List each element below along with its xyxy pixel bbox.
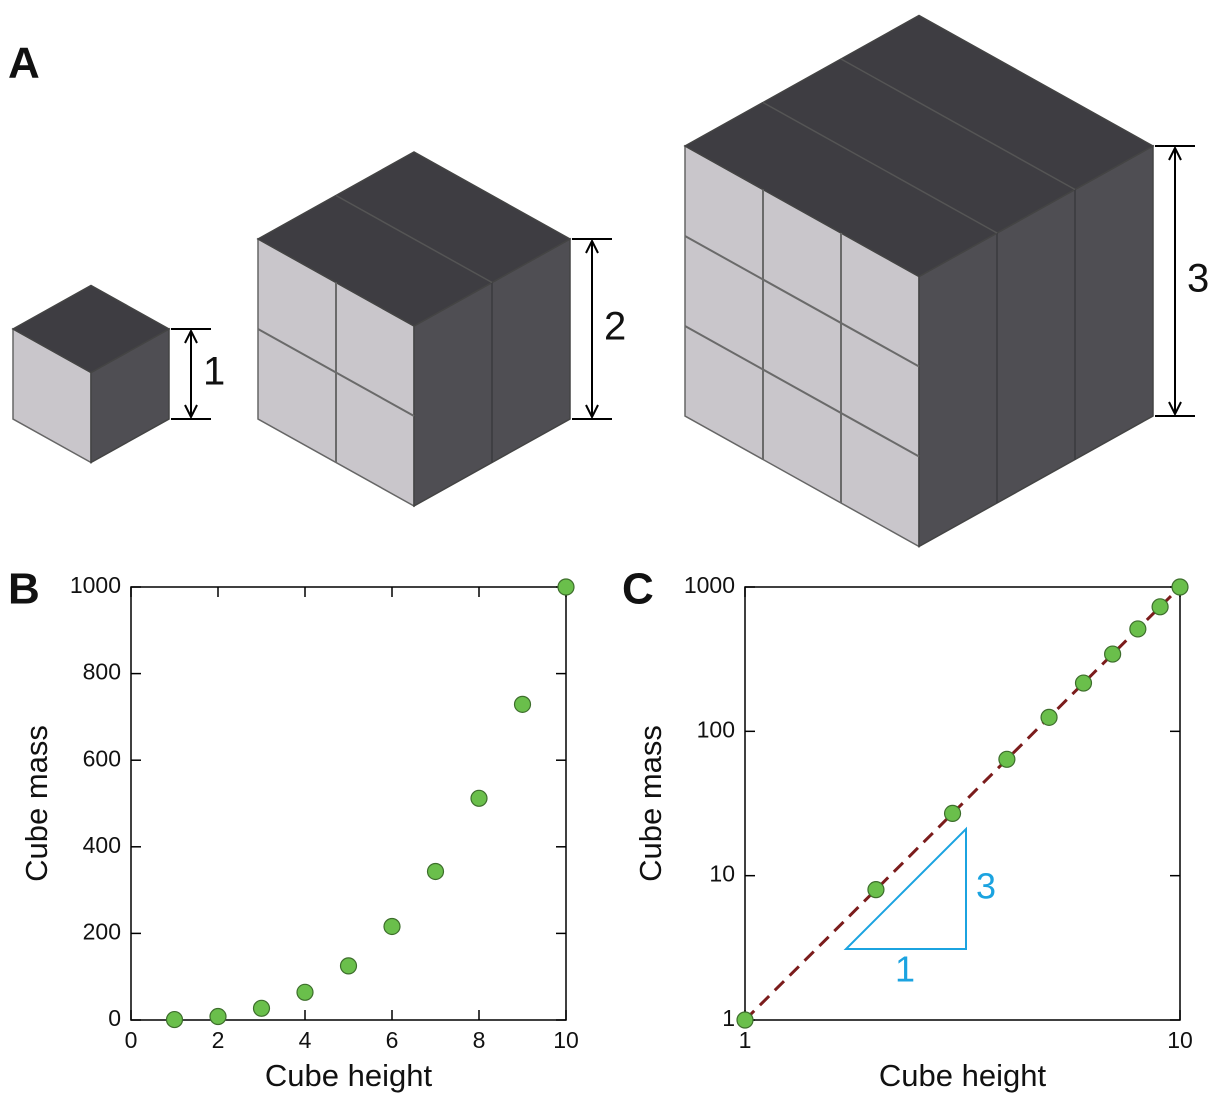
dim-label: 2	[604, 305, 626, 349]
y-tick-label: 200	[83, 918, 121, 944]
dim-label: 1	[203, 350, 225, 394]
cube	[685, 16, 1153, 547]
data-point	[1075, 675, 1091, 691]
slope-triangle	[846, 829, 966, 949]
cube	[13, 286, 169, 463]
data-point	[558, 579, 574, 595]
dim-label: 3	[1187, 257, 1209, 301]
x-axis-label: Cube height	[265, 1058, 433, 1093]
plot-frame	[131, 587, 566, 1020]
y-tick-label: 100	[697, 716, 735, 742]
y-tick-label: 800	[83, 659, 121, 685]
data-point	[999, 751, 1015, 767]
figure: A 123B024681002004006008001000Cube heigh…	[0, 0, 1213, 1097]
slope-run-label: 1	[895, 949, 915, 990]
x-tick-label: 8	[473, 1027, 486, 1053]
data-point	[471, 790, 487, 806]
y-tick-label: 1000	[684, 572, 735, 598]
y-tick-label: 0	[108, 1005, 121, 1031]
x-axis-label: Cube height	[879, 1058, 1047, 1093]
y-axis-label: Cube mass	[19, 725, 54, 882]
y-axis-label: Cube mass	[633, 725, 668, 882]
x-tick-label: 6	[386, 1027, 399, 1053]
x-tick-label: 10	[553, 1027, 579, 1053]
panel-label: C	[622, 565, 654, 614]
data-point	[341, 958, 357, 974]
data-point	[868, 882, 884, 898]
data-point	[1130, 621, 1146, 637]
data-point	[210, 1009, 226, 1025]
data-point	[1041, 709, 1057, 725]
data-point	[297, 984, 313, 1000]
x-tick-label: 1	[739, 1027, 752, 1053]
x-tick-label: 0	[125, 1027, 138, 1053]
y-tick-label: 400	[83, 832, 121, 858]
y-tick-label: 10	[709, 861, 735, 887]
x-tick-label: 2	[212, 1027, 225, 1053]
x-tick-label: 10	[1167, 1027, 1193, 1053]
slope-rise-label: 3	[976, 866, 996, 907]
panel-label: A	[8, 39, 40, 88]
y-tick-label: 1	[722, 1005, 735, 1031]
data-point	[737, 1012, 753, 1028]
data-point	[428, 863, 444, 879]
data-point	[254, 1000, 270, 1016]
y-tick-label: 600	[83, 745, 121, 771]
cube	[258, 152, 570, 506]
data-point	[515, 696, 531, 712]
data-point	[384, 918, 400, 934]
panel-label: B	[8, 565, 40, 614]
data-point	[945, 805, 961, 821]
data-point	[167, 1012, 183, 1028]
x-tick-label: 4	[299, 1027, 312, 1053]
y-tick-label: 1000	[70, 572, 121, 598]
data-point	[1152, 599, 1168, 615]
data-point	[1105, 646, 1121, 662]
data-point	[1172, 579, 1188, 595]
